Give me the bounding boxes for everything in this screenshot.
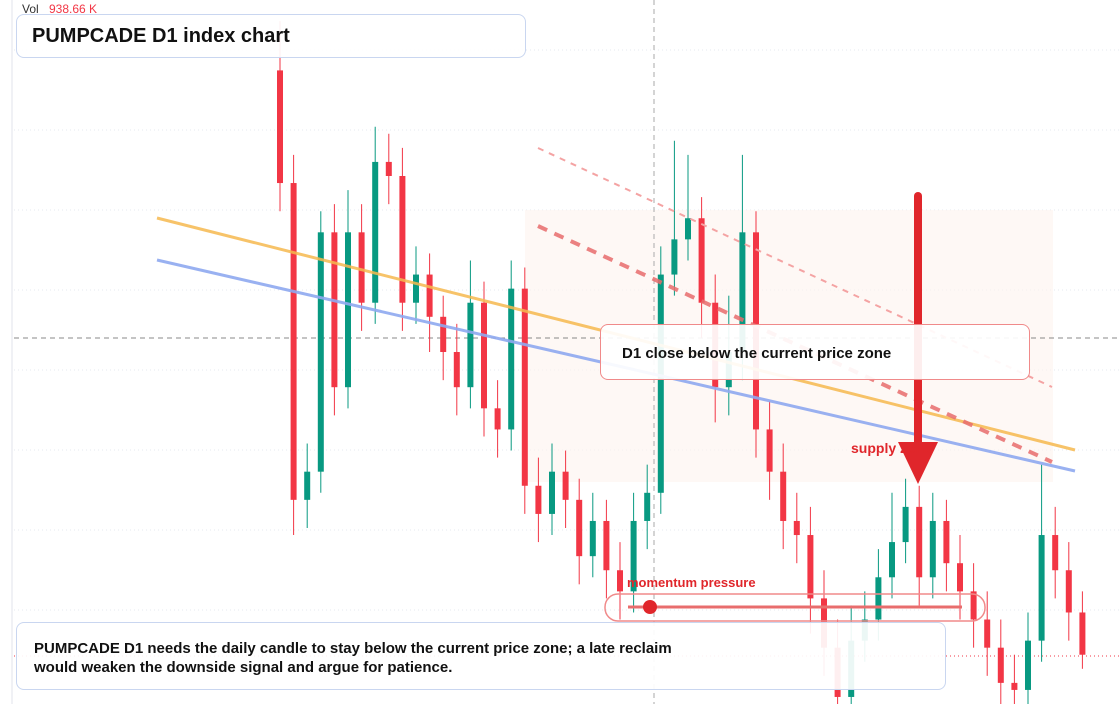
candle-body — [481, 302, 487, 409]
candle-body — [1052, 535, 1059, 571]
candle-body — [399, 176, 406, 303]
momentum-label: momentum pressure — [627, 575, 756, 590]
candle-body — [1038, 535, 1045, 641]
arrow-head — [898, 442, 938, 484]
candle-body — [1065, 570, 1072, 613]
candle-body — [875, 577, 882, 620]
supply-label: supply zone — [851, 440, 932, 456]
candle-body — [739, 232, 746, 352]
candle-body — [671, 239, 678, 275]
candle-body — [970, 591, 977, 620]
candle-body — [385, 161, 392, 176]
candle-body — [943, 520, 950, 564]
candle-body — [889, 542, 895, 578]
candle-body — [549, 471, 555, 514]
vol-value: 938.66 K — [49, 2, 97, 16]
candle-body — [902, 506, 909, 543]
candle-body — [1025, 640, 1031, 690]
candle-body — [780, 471, 787, 521]
candle-body — [440, 316, 447, 352]
candle-body — [426, 274, 433, 317]
note-text: PUMPCADE D1 needs the daily candle to st… — [34, 640, 672, 676]
candle-body — [331, 232, 338, 388]
candle-body — [630, 520, 637, 592]
candle-body — [1011, 682, 1018, 690]
candle-body — [494, 408, 501, 430]
candle-body — [807, 535, 814, 599]
candle-body — [603, 520, 610, 571]
candle-body — [984, 619, 991, 648]
zone-label: D1 close below the current price zone — [600, 324, 1030, 380]
candle-body — [358, 232, 365, 303]
candle-body — [997, 647, 1004, 683]
candle-body — [467, 302, 474, 388]
candle-body — [1079, 612, 1086, 655]
candle-body — [929, 520, 936, 578]
vol-label: Vol — [22, 2, 39, 16]
candle-body — [562, 471, 569, 500]
note: PUMPCADE D1 needs the daily candle to st… — [16, 622, 946, 690]
candle-body — [793, 520, 800, 536]
candle-body — [576, 499, 583, 557]
candle-body — [521, 288, 528, 486]
channel-line — [537, 224, 1053, 464]
candle-body — [453, 352, 460, 388]
candle-body — [290, 183, 297, 500]
candle-body — [413, 274, 419, 303]
candle-body — [317, 232, 324, 472]
candle-body — [957, 563, 963, 592]
candle-body — [644, 492, 651, 521]
candle-body — [916, 506, 923, 578]
candle-body — [766, 429, 773, 472]
candle-body — [304, 471, 311, 500]
momentum-box — [604, 593, 986, 622]
candle-body — [685, 218, 691, 240]
candle-body — [535, 485, 542, 514]
title: PUMPCADE D1 index chart — [16, 14, 526, 58]
candle-body — [345, 232, 351, 388]
candle-body — [617, 570, 623, 592]
candle-body — [277, 70, 283, 184]
candle-body — [657, 274, 664, 493]
candle-body — [508, 288, 515, 430]
candle-body — [589, 520, 596, 557]
momentum-dot — [643, 600, 657, 614]
candle-body — [698, 218, 705, 303]
candle-body — [372, 161, 379, 303]
